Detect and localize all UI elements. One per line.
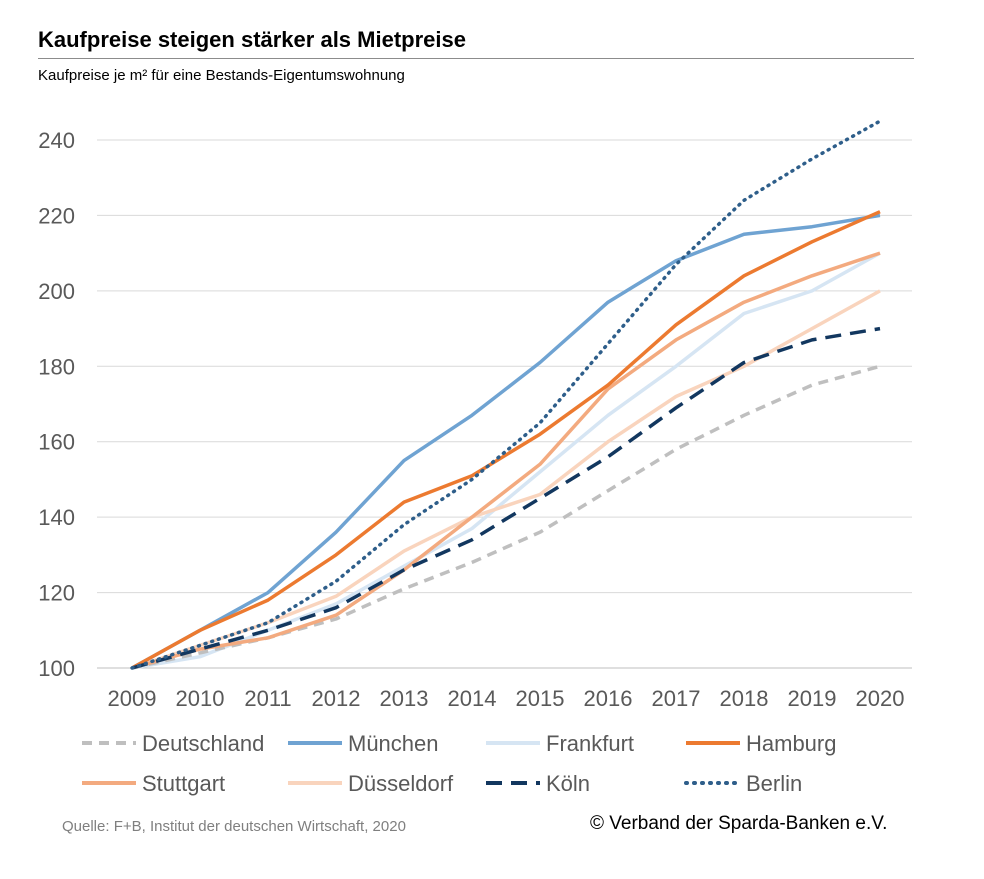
legend-label: Deutschland [142,731,264,756]
legend-label: Hamburg [746,731,836,756]
x-tick-label: 2011 [244,686,291,711]
series-line-kln [131,326,881,670]
y-tick-label: 100 [38,656,75,681]
series-line-berlin [130,119,882,670]
x-tick-label: 2017 [652,686,701,711]
x-tick-label: 2018 [720,686,769,711]
legend-label: Frankfurt [546,731,634,756]
y-tick-label: 160 [38,430,75,455]
title-divider [38,58,914,59]
y-tick-label: 240 [38,128,75,153]
legend-label: München [348,731,439,756]
x-tick-label: 2010 [176,686,225,711]
x-tick-label: 2012 [312,686,361,711]
x-tick-label: 2013 [380,686,429,711]
series-line-hamburg [131,210,881,670]
x-tick-label: 2016 [584,686,633,711]
y-tick-label: 120 [38,581,75,606]
y-tick-label: 140 [38,505,75,530]
legend-label: Düsseldorf [348,771,454,796]
source-note: Quelle: F+B, Institut der deutschen Wirt… [62,818,406,835]
series-line-stuttgart [131,251,881,670]
y-tick-label: 200 [38,279,75,304]
x-tick-label: 2009 [108,686,157,711]
chart-subtitle: Kaufpreise je m² für eine Bestands-Eigen… [38,67,405,84]
x-tick-label: 2014 [448,686,497,711]
x-tick-label: 2020 [856,686,905,711]
y-tick-label: 220 [38,203,75,228]
x-tick-label: 2015 [516,686,565,711]
series-line-mnchen [131,213,881,670]
legend-label: Stuttgart [142,771,225,796]
x-tick-label: 2019 [788,686,837,711]
copyright-note: © Verband der Sparda-Banken e.V. [590,813,888,834]
chart-title: Kaufpreise steigen stärker als Mietpreis… [38,27,466,52]
legend-label: Köln [546,771,590,796]
legend-label: Berlin [746,771,802,796]
y-tick-label: 180 [38,354,75,379]
